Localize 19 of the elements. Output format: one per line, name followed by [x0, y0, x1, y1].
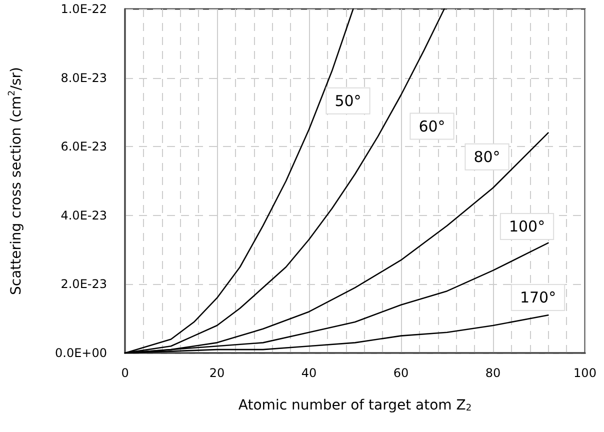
series-label: 60°: [418, 117, 446, 136]
series-label: 50°: [334, 92, 362, 110]
series-label: 170°: [520, 288, 556, 306]
x-tick-label: 80: [485, 366, 501, 380]
y-tick-label: 4.0E-23: [60, 208, 107, 222]
series-label: 80°: [474, 148, 500, 166]
x-tick-label: 40: [301, 366, 317, 380]
y-tick-label: 2.0E-23: [60, 277, 107, 292]
y-axis-title: Scattering cross section (cm2/sr): [8, 67, 24, 295]
y-tick-label: 0.0E+00: [55, 346, 107, 360]
x-tick-label: 100: [574, 366, 596, 380]
x-tick-label: 20: [209, 366, 225, 380]
series-label: 100°: [508, 217, 546, 236]
x-axis-title: Atomic number of target atom Z2: [238, 398, 472, 414]
y-tick-label: 6.0E-23: [60, 140, 107, 154]
y-tick-label: 1.0E-22: [60, 2, 107, 16]
y-tick-label: 8.0E-23: [60, 70, 107, 85]
x-tick-label: 0: [121, 366, 129, 380]
x-tick-label: 60: [393, 366, 409, 380]
